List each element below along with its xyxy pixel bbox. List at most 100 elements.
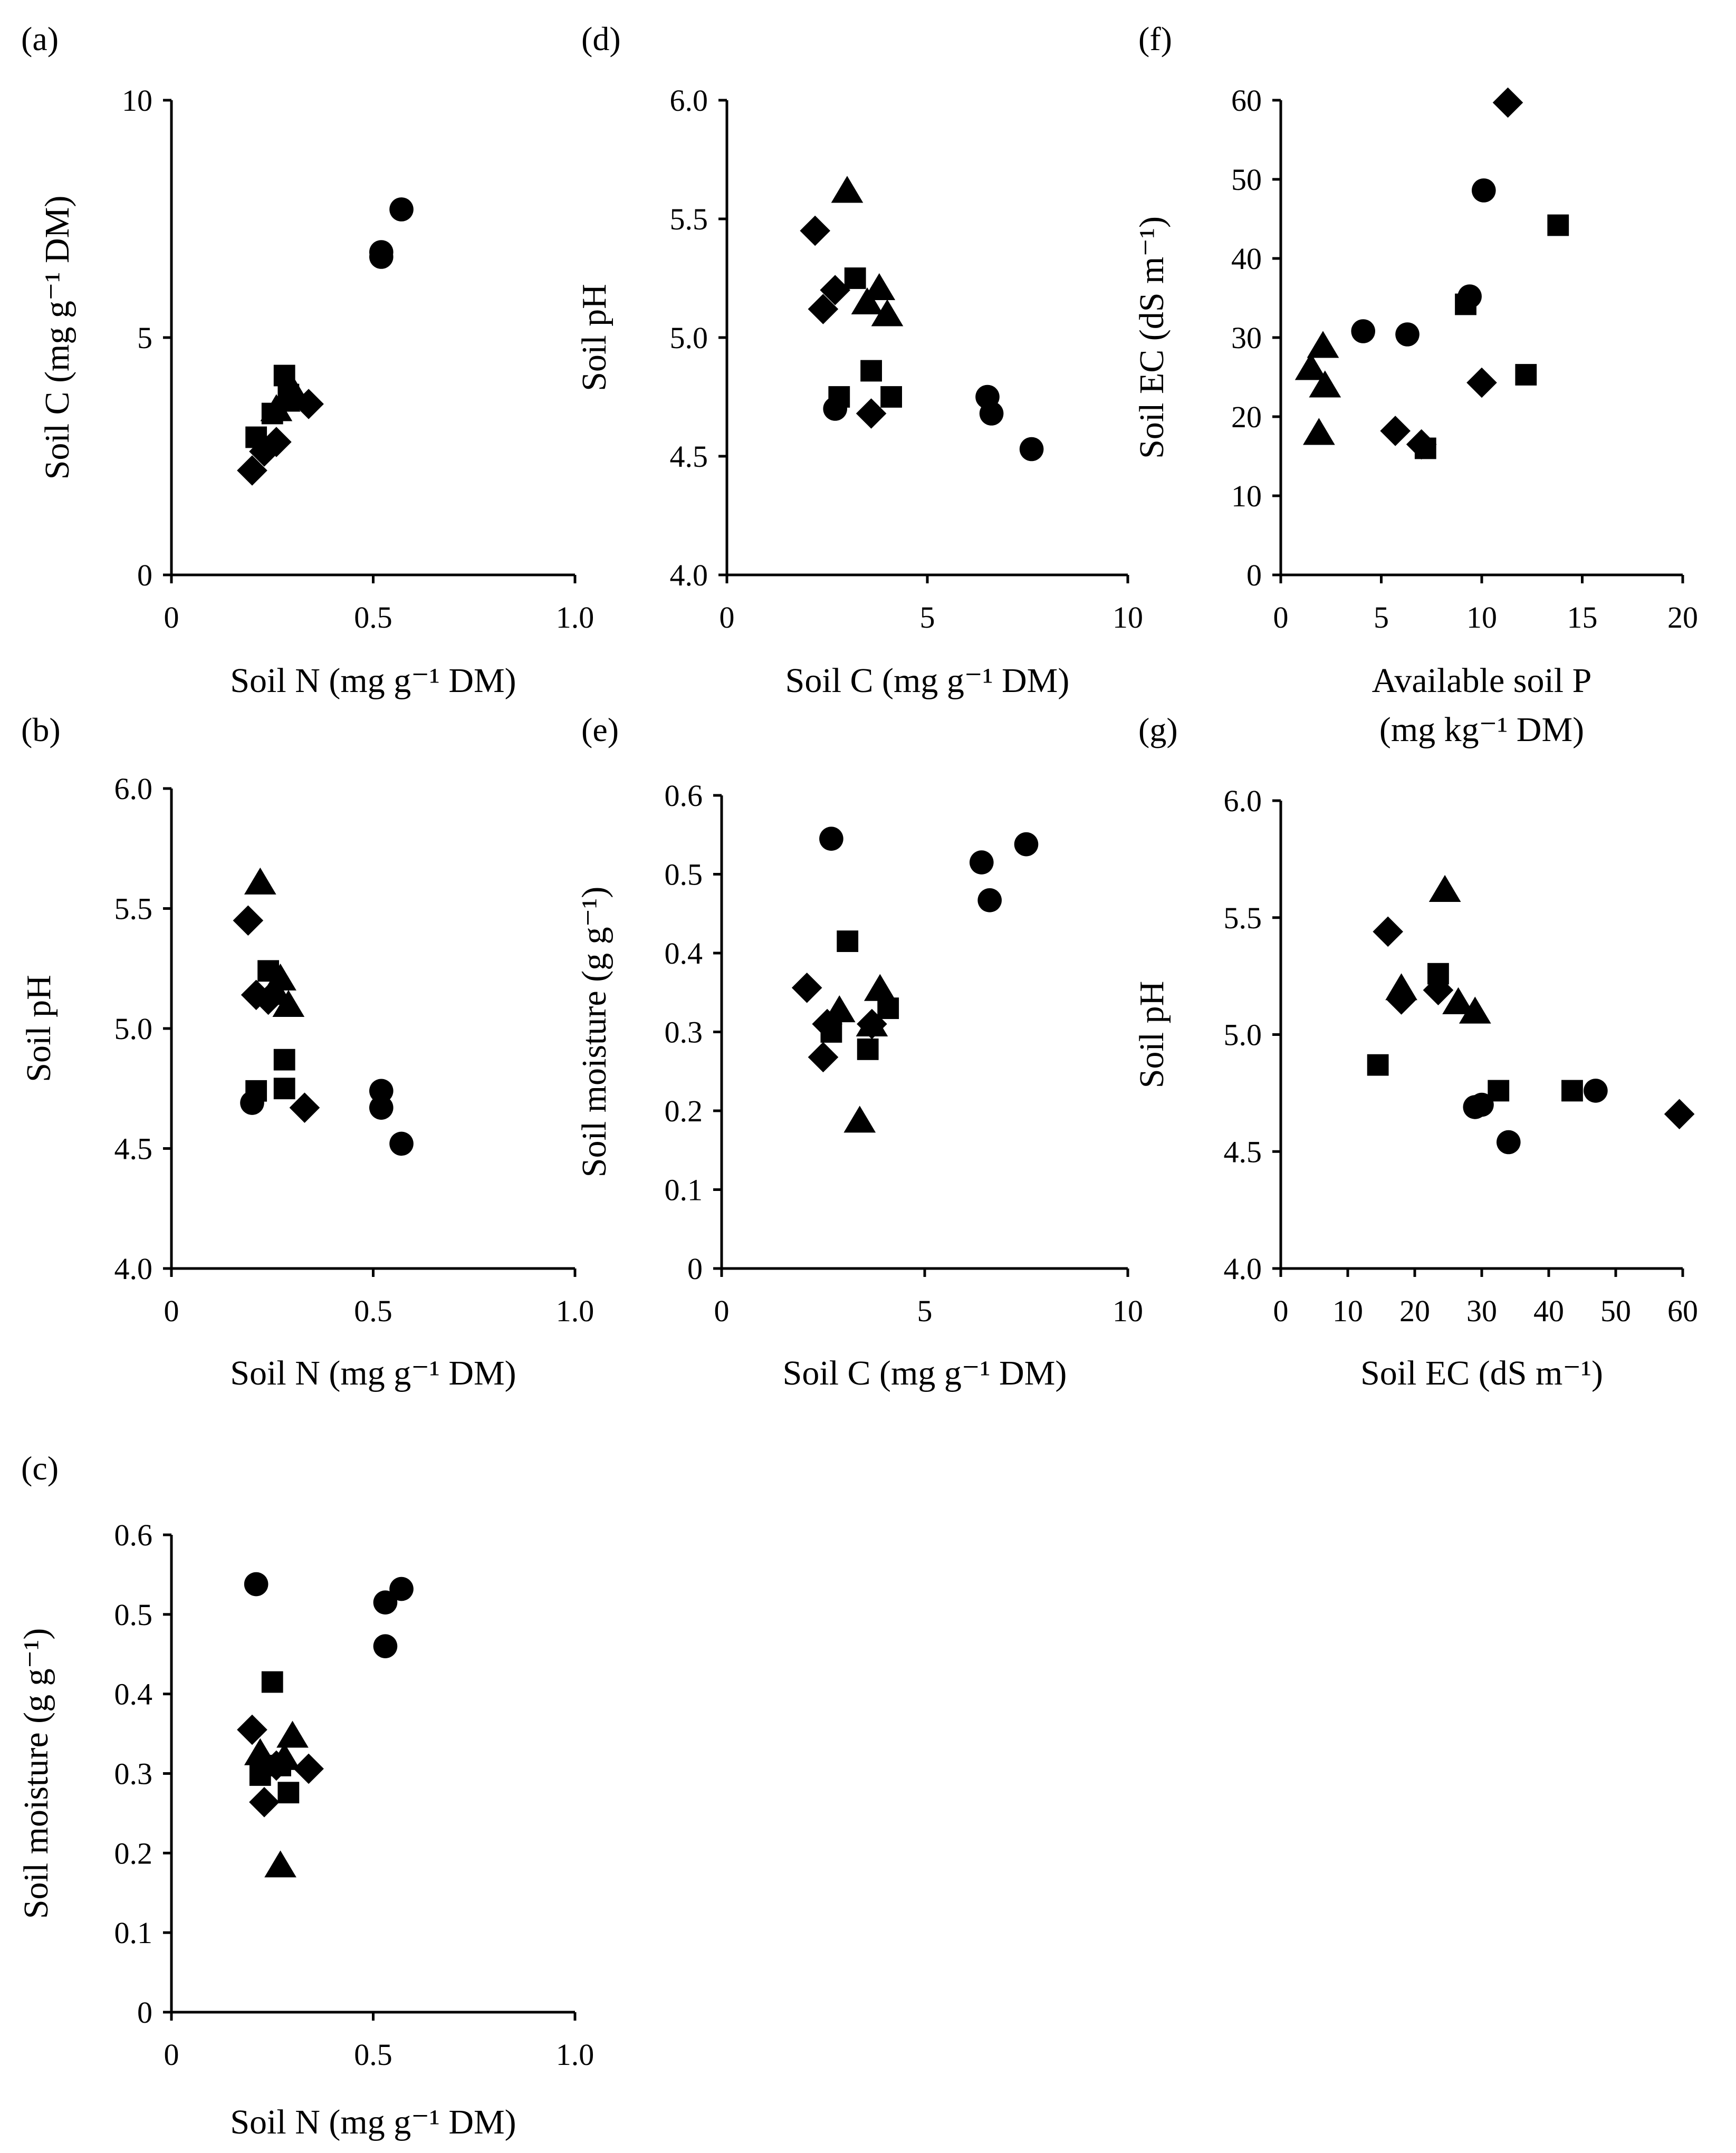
y-axis-title: Soil moisture (g g⁻¹): [575, 887, 613, 1177]
data-point-triangle: [856, 1009, 888, 1037]
x-tick-label: 1.0: [556, 2037, 594, 2072]
data-point-square: [1367, 1054, 1389, 1076]
y-tick-label: 4.0: [670, 558, 708, 592]
x-tick-label: 1.0: [556, 600, 594, 635]
data-point-diamond: [791, 972, 822, 1003]
data-point-circle: [1014, 832, 1039, 857]
y-tick-label: 0.3: [665, 1015, 703, 1050]
data-point-square: [828, 386, 850, 408]
data-point-circle: [1472, 178, 1496, 203]
data-point-circle: [389, 1131, 414, 1156]
data-point-square: [261, 1671, 283, 1693]
x-tick-label: 0: [164, 1294, 179, 1328]
data-point-square: [837, 930, 859, 952]
data-point-circle: [1584, 1079, 1608, 1103]
x-tick-label: 40: [1533, 1294, 1564, 1328]
panel-label: (f): [1138, 20, 1172, 57]
panel-d: 4.0 4.5 5.0 5.5 6.0 0 5 10 (d) Soil C (mg g⁻¹ DM)…: [575, 20, 1143, 700]
x-axis-title: Soil N (mg g⁻¹ DM): [230, 2103, 516, 2141]
data-point-diamond: [1373, 916, 1403, 947]
panel-label: (c): [21, 1449, 59, 1487]
data-point-square: [857, 1038, 879, 1060]
panel-label: (d): [581, 20, 621, 57]
y-tick-label: 5.0: [114, 1012, 153, 1046]
y-tick-label: 5.0: [670, 321, 708, 355]
y-tick-label: 0.6: [114, 1518, 153, 1552]
x-axis-title: Soil EC (dS m⁻¹): [1360, 1354, 1603, 1392]
panel-e: 0 0.1 0.2 0.3 0.4 0.5 0.6 0 5 10 (e) Soil C (mg g⁻¹…: [575, 711, 1143, 1392]
y-tick-label: 0.1: [665, 1173, 703, 1207]
y-tick-label: 0.5: [665, 858, 703, 892]
x-axis-title: Soil C (mg g⁻¹ DM): [783, 1354, 1067, 1392]
y-tick-label: 0: [137, 1995, 152, 2030]
panel-c: 0 0.1 0.2 0.3 0.4 0.5 0.6 0 0.5 1.0 (c) Soil N (mg …: [17, 1449, 594, 2141]
y-tick-label: 10: [1231, 479, 1262, 513]
data-point-circle: [373, 1634, 398, 1658]
data-point-circle: [819, 826, 843, 851]
data-point-triangle: [276, 1721, 309, 1748]
y-tick-label: 20: [1231, 400, 1262, 434]
x-tick-label: 10: [1332, 1294, 1363, 1328]
data-point-circle: [977, 888, 1002, 912]
panel-label: (a): [21, 20, 59, 57]
x-tick-label: 50: [1600, 1294, 1631, 1328]
y-tick-label: 5.5: [1224, 901, 1262, 935]
data-point-diamond: [237, 1714, 267, 1745]
panel-label: (e): [581, 711, 619, 748]
data-point-square: [877, 997, 899, 1020]
data-point-circle: [369, 1079, 394, 1103]
panel-g: 4.0 4.5 5.0 5.5 6.0 0 10 20 30 40 50 60 (g) Soil EC (…: [1133, 711, 1698, 1392]
data-point-diamond: [856, 398, 887, 429]
x-tick-label: 20: [1667, 600, 1698, 635]
data-point-diamond: [800, 215, 830, 246]
data-point-triangle: [1385, 973, 1417, 1001]
data-point-triangle: [1428, 874, 1461, 902]
y-axis-title: Soil EC (dS m⁻¹): [1133, 216, 1171, 459]
data-point-diamond: [289, 1092, 320, 1123]
x-axis-title: Soil N (mg g⁻¹ DM): [230, 1354, 516, 1392]
panel-b: 4.0 4.5 5.0 5.5 6.0 0 0.5 1.0 (b) Soil N (mg g⁻¹ …: [20, 711, 594, 1392]
y-tick-label: 6.0: [114, 772, 153, 806]
y-tick-label: 0: [137, 558, 152, 592]
data-point-circle: [389, 197, 414, 222]
data-point-triangle: [851, 287, 884, 314]
data-point-triangle: [244, 867, 276, 895]
y-tick-label: 4.0: [114, 1252, 153, 1286]
data-point-circle: [369, 1095, 394, 1120]
data-point-circle: [389, 1577, 414, 1601]
y-tick-label: 5: [137, 321, 152, 355]
y-tick-label: 0.5: [114, 1598, 153, 1632]
panel-label: (g): [1138, 711, 1178, 748]
data-point-circle: [1395, 322, 1420, 347]
data-point-triangle: [1294, 353, 1327, 380]
data-point-circle: [1019, 437, 1044, 462]
y-tick-label: 5.0: [1224, 1018, 1262, 1052]
y-tick-label: 0.1: [114, 1916, 153, 1950]
data-point-triangle: [843, 1106, 876, 1133]
y-tick-label: 4.0: [1224, 1252, 1262, 1286]
data-point-triangle: [244, 1738, 276, 1765]
y-tick-label: 4.5: [114, 1132, 153, 1166]
x-tick-label: 1.0: [556, 1294, 594, 1328]
data-point-triangle: [823, 995, 856, 1023]
y-tick-label: 40: [1231, 242, 1262, 276]
x-axis-title-line2: (mg kg⁻¹ DM): [1379, 710, 1584, 749]
data-point-triangle: [264, 1850, 296, 1878]
data-point-triangle: [831, 176, 864, 203]
y-tick-label: 0: [687, 1252, 703, 1286]
x-tick-label: 0.5: [354, 2037, 392, 2072]
x-tick-label: 5: [920, 600, 935, 635]
x-tick-label: 0: [1273, 600, 1289, 635]
data-point-square: [1547, 214, 1569, 236]
data-point-triangle: [871, 299, 904, 326]
data-point-circle: [373, 1590, 398, 1615]
data-point-diamond: [1406, 429, 1437, 460]
x-tick-label: 5: [1374, 600, 1389, 635]
data-point-diamond: [1423, 975, 1454, 1006]
data-point-triangle: [276, 375, 309, 402]
y-tick-label: 0.4: [665, 936, 703, 970]
data-point-circle: [979, 401, 1004, 426]
y-tick-label: 4.5: [670, 439, 708, 474]
data-point-diamond: [1466, 367, 1497, 398]
